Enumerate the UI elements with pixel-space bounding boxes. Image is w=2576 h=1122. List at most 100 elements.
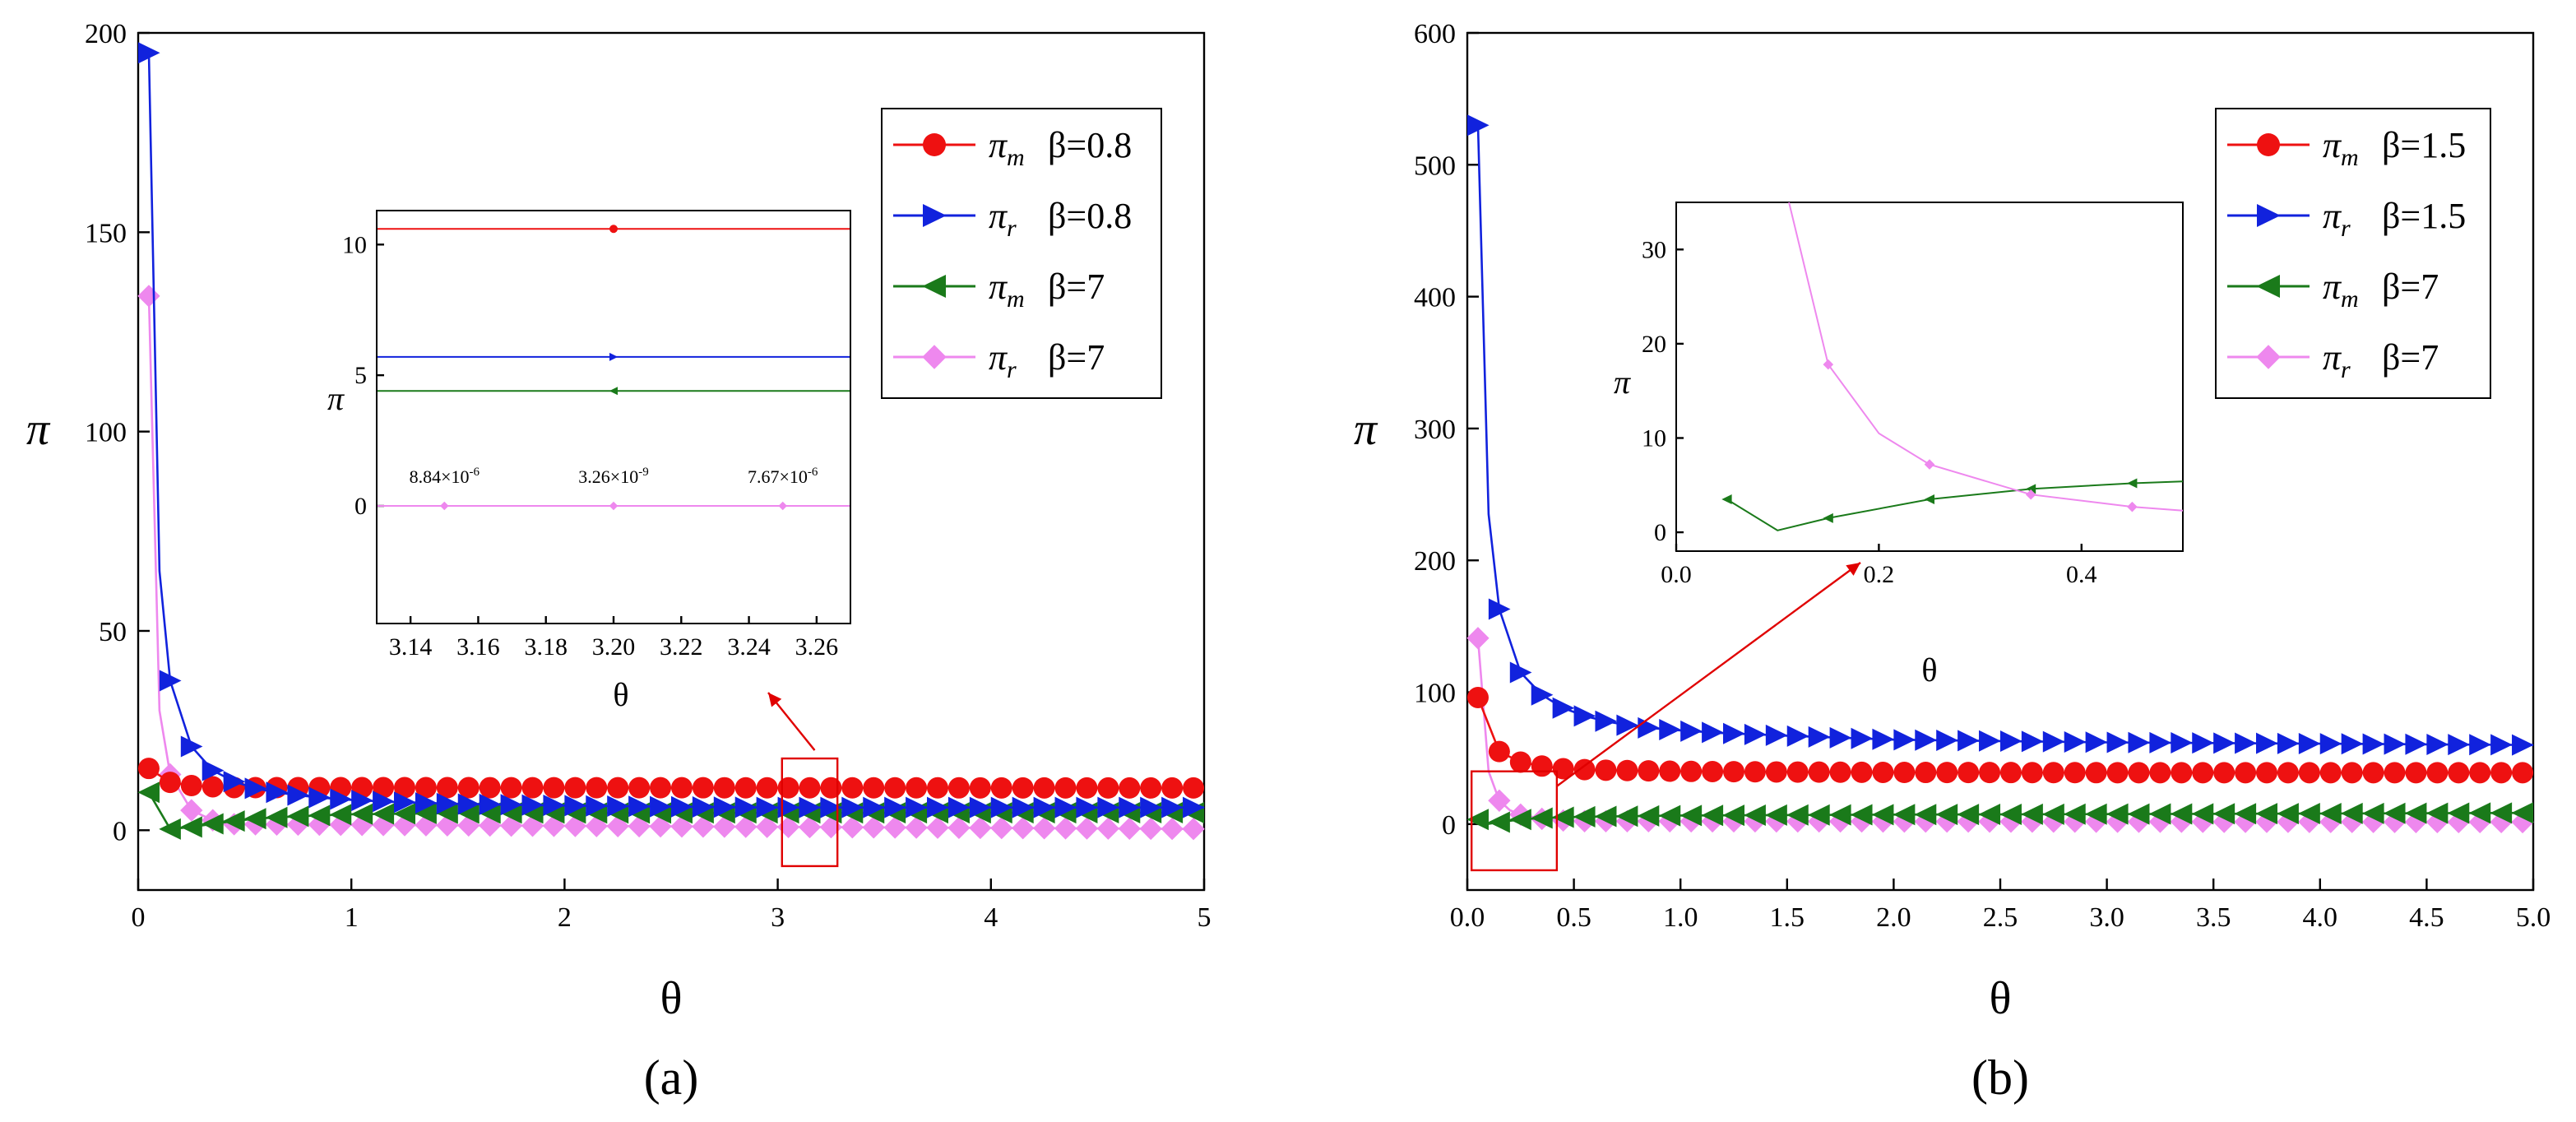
marker-pi_m_beta7 [1658, 804, 1681, 827]
marker-pi_m_beta7 [2511, 802, 2534, 824]
annotation-exponent: -6 [808, 466, 818, 479]
marker-pi_m_beta1 [2149, 762, 2171, 784]
y-tick-label: 50 [99, 617, 127, 647]
marker-pi_m_beta7 [1828, 804, 1851, 826]
marker-pi_m_beta7 [2021, 803, 2043, 825]
annotation-mantissa: 7.67×10 [748, 466, 808, 487]
marker-pi_r_beta7 [243, 813, 267, 836]
annotation-mantissa: 3.26×10 [578, 466, 638, 487]
marker-pi_r_beta1 [586, 795, 608, 817]
marker-pi_m_beta1 [2426, 762, 2449, 784]
marker-pi_r_beta1 [479, 793, 502, 815]
marker-pi_r_beta1 [373, 790, 395, 813]
marker-pi_r_beta7 [393, 814, 416, 837]
legend-beta: β=7 [1048, 337, 1105, 378]
inset-x-label-a: θ [613, 676, 628, 713]
marker-pi_m_beta1 [1638, 760, 1660, 782]
marker-pi_m_beta1 [543, 777, 565, 799]
marker-pi_r_beta7 [798, 815, 822, 839]
marker-pi_m_beta7 [1488, 811, 1510, 833]
marker-pi_m_beta1 [777, 777, 799, 799]
legend-beta: β=1.5 [2382, 125, 2466, 165]
legend-subscript: m [1007, 144, 1025, 171]
panel-label-a: (a) [644, 1050, 699, 1105]
marker-pi_m_beta1 [1033, 777, 1055, 799]
marker-pi_m_beta7 [2383, 802, 2406, 824]
x-tick-label: 3 [771, 902, 785, 933]
inset-annotation: 7.67×10-6 [748, 466, 818, 487]
plot-frame-a [137, 31, 1206, 892]
x-tick-label: 1 [345, 902, 359, 933]
x-tick-label: 1.0 [1663, 902, 1698, 933]
marker-pi_r_beta1 [1786, 725, 1809, 747]
inset-marker-pi_r_beta7 [1823, 359, 1834, 370]
marker-pi_m_beta7 [2212, 803, 2235, 825]
series-group-a [137, 42, 1205, 841]
legend-symbol: π [989, 267, 1008, 307]
y-tick-label: 150 [85, 218, 127, 248]
marker-pi_m_beta1 [1097, 777, 1119, 799]
marker-pi_r_beta7 [926, 816, 949, 839]
legend-marker-pi_m_beta7 [2256, 275, 2280, 298]
marker-pi_m_beta7 [1786, 804, 1809, 826]
marker-pi_m_beta1 [2106, 762, 2129, 784]
marker-pi_r_beta1 [436, 792, 459, 814]
marker-pi_m_beta7 [2468, 802, 2491, 824]
marker-pi_m_beta1 [415, 777, 437, 799]
inset-marker-pi_m_beta7 [2127, 478, 2138, 489]
marker-pi_m_beta7 [265, 806, 288, 828]
marker-pi_m_beta7 [2042, 803, 2064, 825]
inset-frame-b [1675, 202, 2184, 552]
marker-pi_m_beta1 [1595, 759, 1617, 781]
legend-symbol: π [2323, 267, 2342, 307]
marker-pi_m_beta1 [692, 777, 714, 799]
marker-pi_m_beta7 [1722, 804, 1744, 827]
marker-pi_m_beta7 [2127, 803, 2150, 825]
inset-x-tick-label: 3.14 [389, 633, 433, 661]
marker-pi_m_beta7 [202, 813, 224, 835]
y-tick-label: 100 [85, 418, 127, 448]
marker-pi_m_beta7 [2170, 803, 2193, 825]
marker-pi_m_beta1 [1744, 761, 1766, 783]
marker-pi_m_beta7 [415, 802, 437, 824]
legend-subscript: r [1007, 215, 1017, 242]
y-tick-label: 500 [1414, 151, 1456, 181]
x-tick-label: 2 [558, 902, 572, 933]
marker-pi_m_beta7 [479, 802, 501, 824]
marker-pi_r_beta7 [1012, 817, 1035, 840]
ticks-b: 0.0 0.5 1.0 1.5 2.0 2.5 3.0 3.5 4.0 4.5 5.00100200… [1414, 19, 2551, 933]
marker-pi_m_beta7 [2064, 803, 2086, 825]
inset-x-tick-label: 0.2 [1864, 561, 1895, 588]
marker-pi_m_beta7 [1594, 805, 1617, 828]
marker-pi_r_beta1 [2490, 734, 2513, 756]
inset-marker-pi_m_beta7 [1721, 494, 1732, 504]
marker-pi_r_beta1 [2149, 731, 2172, 753]
marker-pi_r_beta1 [1012, 796, 1035, 818]
marker-pi_r_beta1 [266, 781, 289, 804]
marker-pi_r_beta1 [799, 796, 822, 818]
x-tick-label: 0.0 [1450, 902, 1485, 933]
marker-pi_r_beta1 [990, 796, 1013, 818]
marker-pi_m_beta7 [2341, 802, 2363, 824]
marker-pi_m_beta1 [373, 777, 395, 799]
inset-a: 3.14 3.16 3.18 3.20 3.22 3.24 3.2605108.84×10-… [327, 210, 851, 713]
marker-pi_r_beta7 [1466, 627, 1490, 650]
marker-pi_r_beta1 [2405, 733, 2428, 755]
zoom-arrow-head [1846, 563, 1860, 576]
marker-pi_m_beta1 [1552, 758, 1574, 780]
marker-pi_r_beta1 [1531, 684, 1554, 706]
marker-pi_r_beta1 [2384, 733, 2407, 755]
marker-pi_m_beta1 [2384, 762, 2406, 784]
marker-pi_r_beta1 [415, 792, 438, 814]
legend-subscript: m [2341, 144, 2359, 171]
marker-pi_m_beta7 [180, 816, 202, 838]
marker-pi_r_beta7 [1182, 818, 1205, 841]
marker-pi_r_beta1 [1872, 728, 1895, 750]
x-tick-label: 2.5 [1983, 902, 2018, 933]
marker-pi_m_beta1 [479, 777, 501, 799]
inset-x-tick-label: 3.18 [524, 633, 568, 661]
marker-pi_m_beta7 [1914, 804, 1937, 826]
zoom-indicator-b [1470, 562, 1861, 872]
